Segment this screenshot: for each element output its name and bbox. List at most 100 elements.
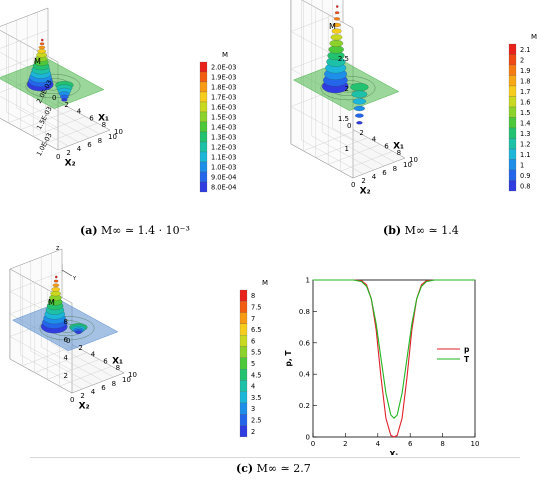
panel-b-legend-swatch <box>508 159 517 171</box>
legend-label-p: p <box>464 345 470 354</box>
panel-b-floor-grid <box>303 130 356 151</box>
y-tick-label: 0.8 <box>299 308 310 316</box>
panel-b-legend-level: 1.2 <box>520 140 531 148</box>
panel-b-legend-level: 1.7 <box>520 88 531 96</box>
panel-c-x1-tick: 10 <box>128 371 137 379</box>
panel-b: ZXY0246810024681011.522.5MX₂X₁M2.121.91.… <box>275 0 550 215</box>
panel-a-legend-level: 1.9E-03 <box>211 74 236 82</box>
panel-a-dip-layer <box>61 98 68 102</box>
panel-b-legend-level: 2.1 <box>520 46 531 54</box>
panel-b-x2-tick: 10 <box>403 161 412 169</box>
caption-c: (c) M∞ ≃ 2.7 <box>236 462 311 475</box>
panel-a-x2-tick: 6 <box>87 141 92 149</box>
panel-a-legend-swatch <box>199 181 208 193</box>
panel-c-legend-swatch <box>239 346 248 358</box>
panel-b-floor-grid <box>301 139 364 175</box>
y-axis-label: p, T <box>284 350 293 367</box>
panel-c-legend-level: 3 <box>251 405 255 413</box>
panel-b-legend-swatch <box>508 148 517 160</box>
panel-a-legend-swatch <box>199 121 208 133</box>
panel-a-floor-grid <box>33 116 86 137</box>
panel-a-legend-swatch <box>199 151 208 163</box>
panel-c-floor-grid <box>51 342 114 378</box>
series-line-T <box>313 279 475 419</box>
panel-c-triad-z-label: Z <box>56 246 60 252</box>
series-line-p <box>313 279 475 438</box>
panel-b-x2-tick: 6 <box>382 169 387 177</box>
panel-a-peak-layer <box>41 38 44 42</box>
panel-c-legend-swatch <box>239 402 248 415</box>
panel-c-x2-tick: 0 <box>70 396 74 404</box>
panel-a-x2-tick: 0 <box>56 153 60 161</box>
panel-a-x1-tick: 8 <box>102 121 106 129</box>
panel-c-legend-swatch <box>239 323 248 336</box>
panel-c-legend-level: 5 <box>251 360 255 368</box>
panel-a-floor-grid <box>37 99 100 135</box>
y-tick-label: 0.4 <box>299 371 311 379</box>
panel-b-legend-level: 1.8 <box>520 77 531 85</box>
panel-a-floor-grid <box>20 109 73 130</box>
panel-c-legend-level: 7 <box>251 315 255 323</box>
caption-b-text: M∞ ≃ 1.4 <box>404 224 459 237</box>
panel-a-legend-swatch <box>199 101 208 113</box>
panel-c-peak-layer <box>51 287 60 292</box>
legend-label-T: T <box>464 355 470 364</box>
panel-b-x2-tick: 8 <box>393 165 397 173</box>
panel-a-legend-level: 9.0E-04 <box>211 174 236 182</box>
x-tick-label: 2 <box>343 440 347 448</box>
panel-c-x2-tick: 2 <box>80 392 84 400</box>
panel-c-legend-swatch <box>239 414 248 426</box>
panel-a-peak-layer <box>39 42 45 46</box>
panel-c-legend-swatch <box>239 289 248 302</box>
panel-b-dip-layer <box>351 90 368 98</box>
panel-b-legend-swatch <box>508 138 517 150</box>
panel-c-peak-layer <box>53 279 59 283</box>
panel-c-legend-level: 4.5 <box>251 371 262 379</box>
panel-b-legend-title: M <box>531 33 537 41</box>
panel-c-x2-tick: 8 <box>112 380 116 388</box>
panel-b-legend-level: 1.9 <box>520 67 531 75</box>
panel-b-x1-tick: 10 <box>409 156 418 164</box>
panel-b-legend-level: 1.4 <box>520 119 531 127</box>
caption-b-label: (b) <box>383 224 402 237</box>
panel-c-legend-level: 7.5 <box>251 303 262 311</box>
caption-divider <box>30 457 520 458</box>
y-tick-label: 0.6 <box>299 339 311 347</box>
panel-b-x1-tick: 0 <box>347 122 351 130</box>
panel-b-legend-swatch <box>508 85 517 97</box>
panel-b-legend-swatch <box>508 169 517 181</box>
panel-b-legend-level: 1.6 <box>520 98 531 106</box>
panel-b-floor-grid <box>332 127 395 163</box>
panel-c-floor-grid <box>20 354 83 390</box>
panel-b-legend-swatch <box>508 106 517 118</box>
panel-c-x1-tick: 6 <box>103 357 108 365</box>
panel-c-legend-level: 5.5 <box>251 349 262 357</box>
caption-c-label: (c) <box>236 462 254 475</box>
x-tick-label: 10 <box>471 440 480 448</box>
panel-b-legend-level: 1.5 <box>520 109 531 117</box>
panel-b-z-tick: 2.5 <box>338 55 349 63</box>
panel-a-x2-tick: 8 <box>98 137 102 145</box>
panel-b-dip-layer <box>353 105 365 112</box>
panel-b-floor-grid <box>311 135 374 171</box>
panel-b-x1-tick: 8 <box>397 149 401 157</box>
panel-b-z-tick: 1.5 <box>338 115 349 123</box>
panel-b-peak-layer <box>330 34 343 41</box>
panel-c-x2-tick: 10 <box>122 376 131 384</box>
panel-b-peak-layer <box>334 11 340 14</box>
panel-b-legend-swatch <box>508 54 517 66</box>
panel-c-floor-grid <box>41 346 104 382</box>
panel-a-x2-tick: 2 <box>66 149 70 157</box>
panel-c-dip-layer <box>75 330 82 334</box>
panel-a-legend-title: M <box>222 51 228 59</box>
panel-b-legend-swatch <box>508 117 517 129</box>
panel-c-legend-level: 4 <box>251 383 255 391</box>
panel-b-wall-grid <box>290 106 354 141</box>
panel-b-dip-layer <box>350 82 369 92</box>
panel-b-x1-tick: 4 <box>372 136 377 144</box>
panel-a-x1-tick: 0 <box>52 94 56 102</box>
panel-b-x2-tick: 2 <box>361 177 365 185</box>
panel-a-contour-ring <box>25 73 81 99</box>
panel-c-floor-grid <box>47 359 100 380</box>
